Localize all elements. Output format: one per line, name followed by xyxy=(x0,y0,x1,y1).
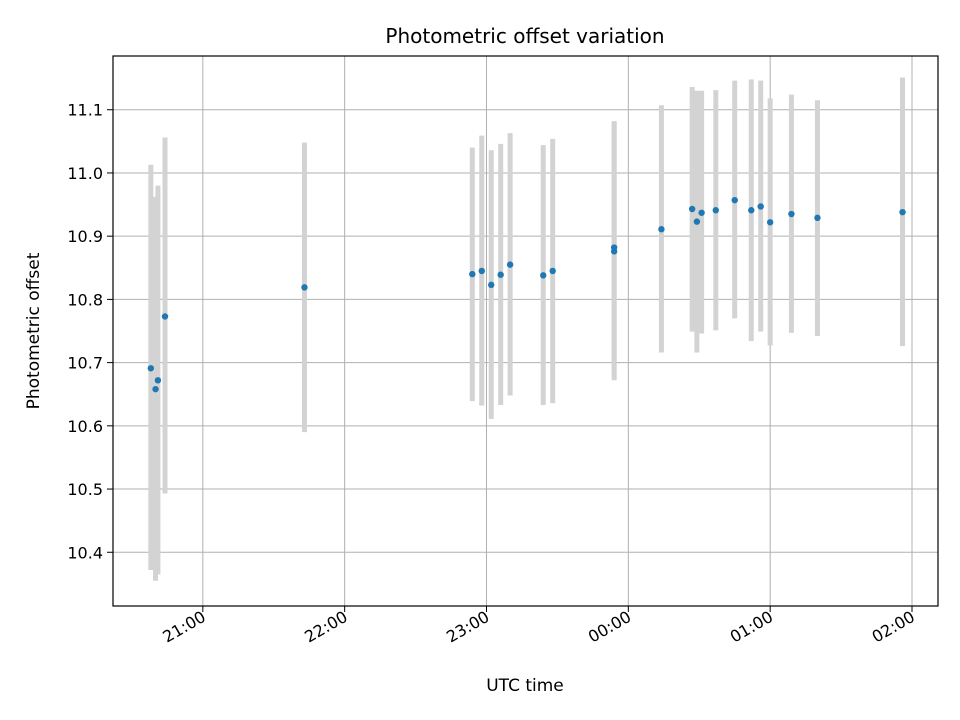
data-point xyxy=(154,377,162,384)
data-point xyxy=(658,226,665,233)
data-point xyxy=(748,207,755,214)
data-point xyxy=(147,365,155,372)
data-point xyxy=(478,267,485,275)
y-tick-label: 10.5 xyxy=(67,480,103,499)
data-point xyxy=(152,385,159,393)
y-tick-label: 11.0 xyxy=(67,164,103,183)
data-point xyxy=(712,207,719,214)
y-tick-label: 10.8 xyxy=(67,290,103,309)
data-point xyxy=(814,214,821,222)
data-point xyxy=(301,284,308,291)
y-axis-label: Photometric offset xyxy=(24,252,44,409)
data-point xyxy=(610,244,618,251)
plot-frame xyxy=(112,55,939,607)
x-axis-label: UTC time xyxy=(486,676,564,696)
grid xyxy=(113,56,938,606)
y-tick-label: 10.4 xyxy=(67,543,103,562)
y-axis: 10.4 10.5 10.6 10.7 10.8 10.9 11.0 11.1 xyxy=(67,101,113,562)
data-point xyxy=(698,209,705,216)
data-point xyxy=(757,203,764,210)
y-tick-label: 10.9 xyxy=(67,227,103,246)
data-point xyxy=(506,261,514,268)
data-point xyxy=(731,196,738,204)
data-point xyxy=(693,218,701,225)
data-point xyxy=(688,205,696,213)
data-point xyxy=(497,271,504,278)
y-tick-label: 11.1 xyxy=(67,101,103,120)
y-tick-label: 10.7 xyxy=(67,354,103,373)
y-tick-label: 10.6 xyxy=(67,417,103,436)
data-point xyxy=(788,210,795,218)
data-point xyxy=(488,281,495,289)
data-points xyxy=(147,196,906,393)
data-point xyxy=(161,313,169,320)
data-point xyxy=(549,267,556,275)
chart-title: Photometric offset variation xyxy=(385,24,664,48)
data-point xyxy=(469,270,476,278)
data-point xyxy=(766,219,774,226)
data-point xyxy=(899,208,906,216)
data-point xyxy=(540,272,547,279)
